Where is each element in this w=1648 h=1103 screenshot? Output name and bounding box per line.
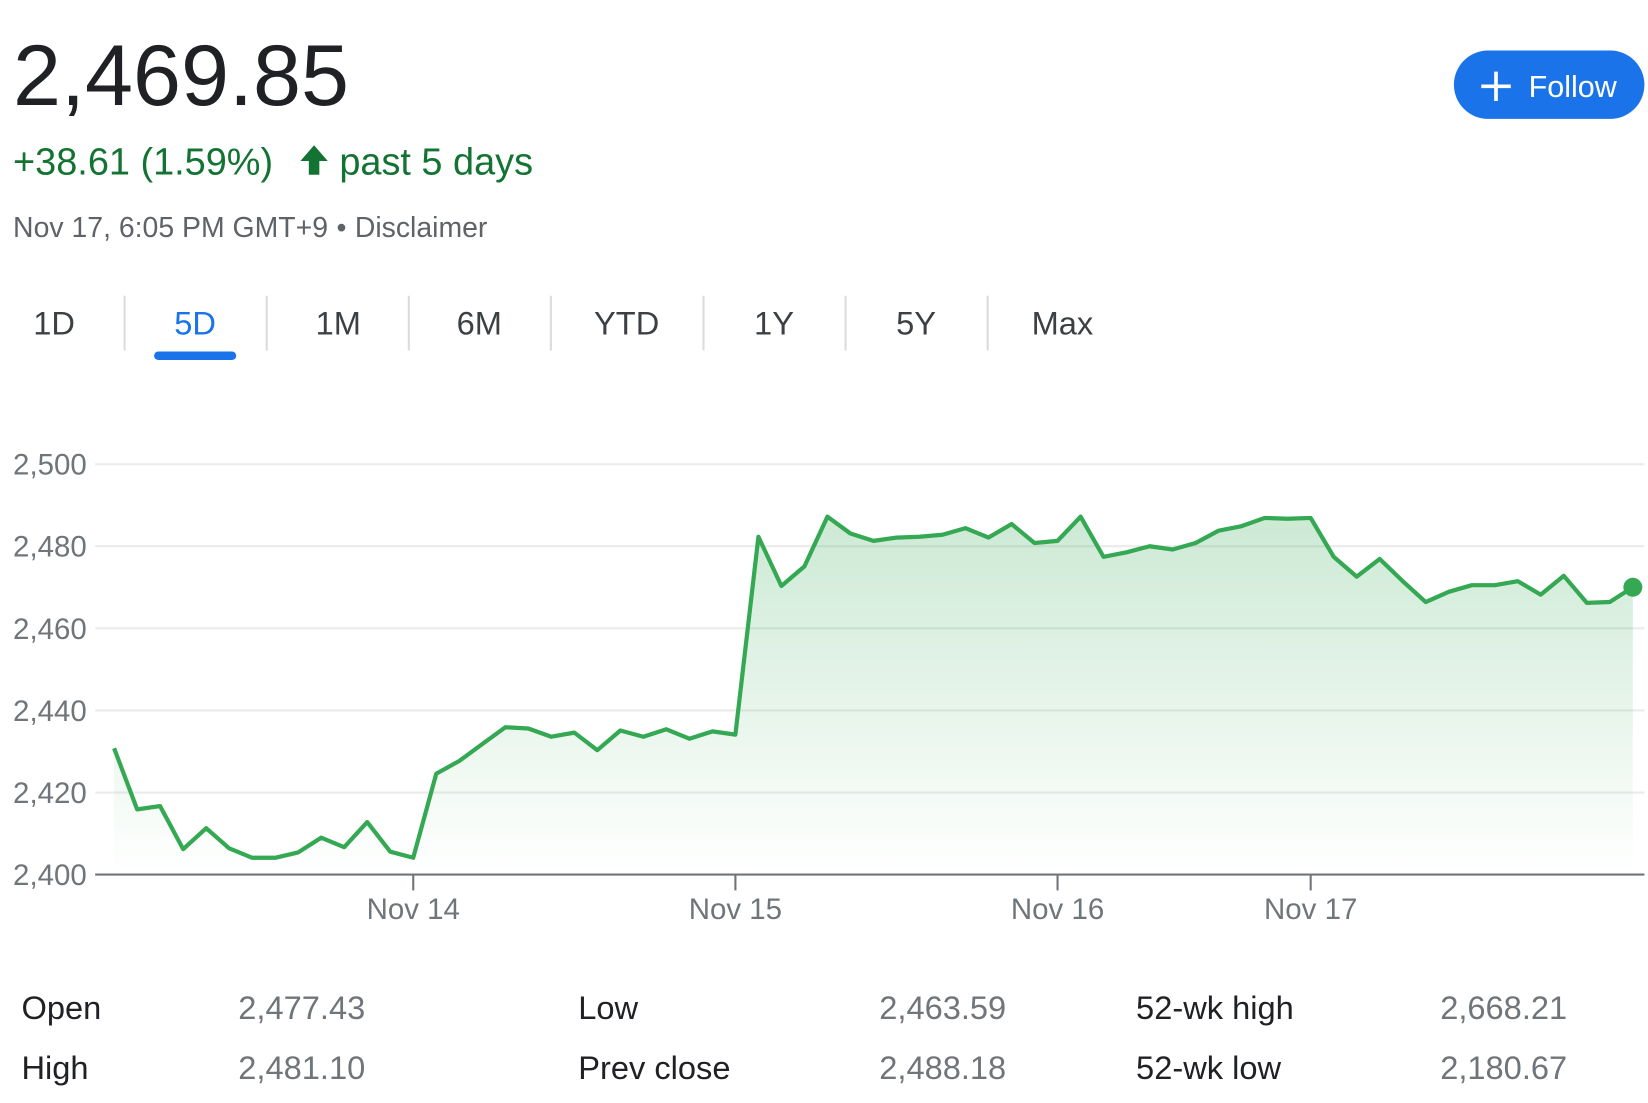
tab[interactable]: 1Y	[754, 305, 794, 342]
y-tick-label: 2,460	[13, 613, 87, 646]
stat-label: 52-wk low	[1136, 1049, 1281, 1086]
last-point	[1623, 577, 1643, 597]
up-arrow	[300, 145, 328, 175]
tab[interactable]: 1D	[33, 305, 75, 342]
x-tick-label: Nov 17	[1264, 893, 1357, 926]
timestamp: Nov 17, 6:05 PM GMT+9	[13, 212, 328, 244]
tab[interactable]: Max	[1032, 305, 1094, 342]
follow-label[interactable]: Follow	[1529, 70, 1618, 104]
range-tabs: 1D 5D 1M 6M YTD 1Y 5Y Max	[33, 295, 1094, 360]
stat-value: 2,463.59	[879, 989, 1006, 1026]
stat-value: 2,488.18	[879, 1049, 1006, 1086]
tab[interactable]: YTD	[594, 305, 659, 342]
tab[interactable]: 6M	[457, 305, 502, 342]
tab[interactable]: 5D	[174, 305, 216, 342]
stat-value: 2,477.43	[238, 989, 365, 1026]
y-tick-label: 2,500	[13, 449, 87, 482]
y-tick-label: 2,440	[13, 695, 87, 728]
period: past 5 days	[339, 142, 533, 184]
stat-label: High	[21, 1049, 88, 1086]
tab[interactable]: 5Y	[896, 305, 936, 342]
stat-value: 2,481.10	[238, 1049, 365, 1086]
y-tick-label: 2,400	[13, 859, 87, 892]
separator: •	[336, 212, 346, 244]
y-tick-label: 2,480	[13, 531, 87, 564]
x-tick-label: Nov 15	[689, 893, 782, 926]
price-line	[112, 514, 1634, 860]
area	[114, 516, 1633, 875]
plus-icon	[1481, 71, 1511, 102]
x-tick-label: Nov 14	[367, 893, 460, 926]
change: +38.61 (1.59%)	[13, 142, 273, 184]
stat-value: 2,668.21	[1440, 989, 1567, 1026]
disclaimer-link[interactable]: Disclaimer	[355, 212, 488, 244]
x-tick-label: Nov 16	[1011, 893, 1104, 926]
price: 2,469.85	[13, 28, 349, 124]
follow-button[interactable]: Follow	[1453, 50, 1645, 119]
stat-label: Low	[578, 989, 638, 1026]
stat-label: Open	[21, 989, 101, 1026]
timestamp-line: Nov 17, 6:05 PM GMT+9 • Disclaimer	[13, 212, 487, 244]
stats-table: Open 2,477.43 High 2,481.10 Low 2,463.59 Prev …	[21, 989, 1567, 1086]
tab-indicator	[154, 351, 237, 360]
stat-value: 2,180.67	[1440, 1049, 1567, 1086]
chart: 2,400 2,420 2,440 2,460 2,480 2,500 Nov 14 Nov …	[13, 449, 1645, 926]
stat-label: Prev close	[578, 1049, 730, 1086]
stat-label: 52-wk high	[1136, 989, 1294, 1026]
tab[interactable]: 1M	[316, 305, 361, 342]
y-tick-label: 2,420	[13, 777, 87, 810]
follow-button-bg[interactable]	[1453, 50, 1645, 119]
